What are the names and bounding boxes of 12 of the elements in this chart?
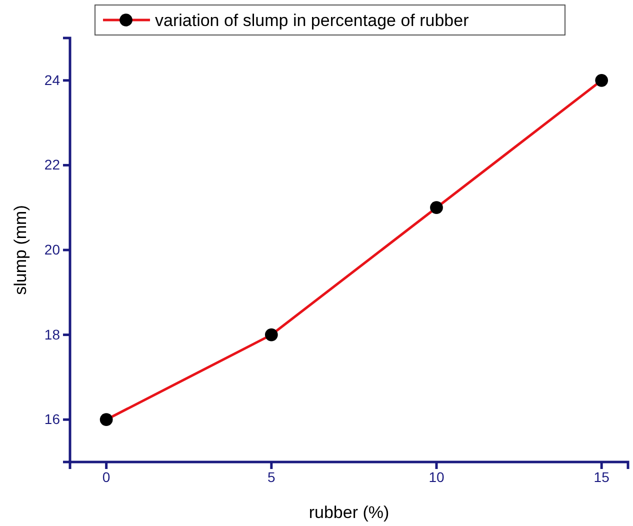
y-tick-label: 16 <box>44 411 60 428</box>
x-tick-label: 5 <box>268 468 276 485</box>
y-tick-label: 18 <box>44 326 60 342</box>
x-tick-label: 0 <box>102 468 110 485</box>
y-tick-label: 24 <box>44 72 60 88</box>
legend-label: variation of slump in percentage of rubber <box>155 11 470 30</box>
y-tick-label: 22 <box>44 156 60 173</box>
x-tick-label: 10 <box>428 468 444 485</box>
x-tick-label: 15 <box>594 468 610 485</box>
y-tick-label: 20 <box>44 241 60 258</box>
x-axis-title: rubber (%) <box>308 503 390 522</box>
y-axis-title: slump (mm) <box>11 205 30 295</box>
